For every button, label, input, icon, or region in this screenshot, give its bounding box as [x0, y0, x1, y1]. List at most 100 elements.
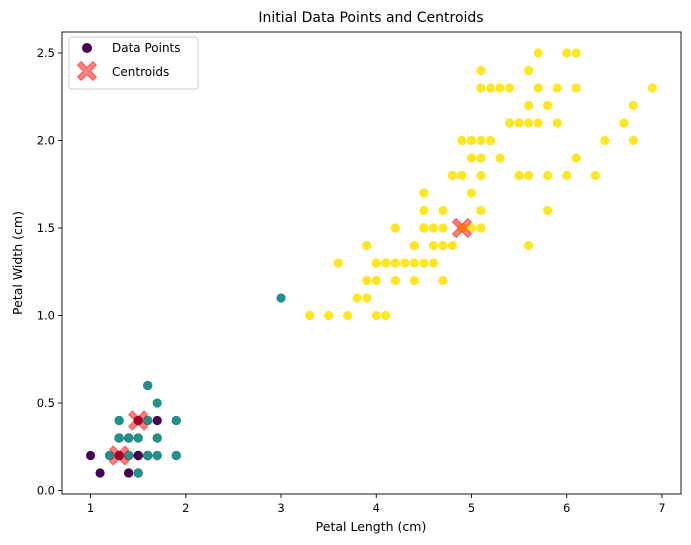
data-point: [381, 258, 391, 268]
data-point: [362, 293, 372, 303]
data-point: [533, 48, 543, 58]
data-point: [485, 135, 496, 146]
data-point: [571, 153, 581, 163]
data-point: [371, 275, 381, 286]
data-point: [476, 170, 486, 181]
data-point: [562, 48, 572, 58]
data-point: [428, 223, 438, 233]
data-point: [438, 275, 448, 286]
centroids-layer: [108, 217, 473, 466]
x-tick-label: 2: [182, 501, 189, 515]
data-point: [105, 450, 115, 461]
data-point: [133, 433, 143, 443]
data-point: [152, 450, 162, 461]
legend-box: [68, 36, 199, 90]
data-point: [543, 100, 553, 111]
data-point: [533, 118, 543, 128]
data-point: [628, 100, 638, 111]
x-axis-ticks: 1 2 3 4 5 6 7: [87, 494, 666, 515]
data-point: [495, 153, 505, 163]
data-point: [362, 240, 372, 251]
data-point: [600, 135, 610, 146]
data-point: [447, 170, 458, 181]
legend: Data Points Centroids: [68, 36, 199, 90]
data-point: [476, 83, 486, 93]
data-point: [419, 188, 429, 198]
data-point: [114, 433, 124, 443]
data-point: [143, 380, 153, 391]
data-point: [524, 170, 534, 181]
data-point: [419, 205, 429, 216]
plot-frame: [61, 31, 682, 495]
data-point: [352, 293, 362, 303]
data-point: [409, 258, 419, 268]
y-tick-label: 1.0: [37, 309, 55, 323]
x-tick-label: 3: [277, 501, 284, 515]
data-point: [152, 415, 162, 426]
data-point: [552, 118, 562, 128]
data-point: [647, 83, 658, 93]
data-point: [114, 415, 124, 426]
data-point: [514, 118, 524, 128]
data-point: [590, 170, 600, 181]
data-point: [447, 240, 458, 251]
data-point: [457, 135, 467, 146]
data-point: [466, 153, 477, 163]
data-point: [133, 450, 143, 461]
data-point: [171, 415, 181, 426]
data-point: [95, 468, 105, 478]
data-point: [504, 118, 515, 128]
data-point: [371, 310, 381, 321]
data-point: [562, 170, 572, 181]
data-point: [466, 223, 477, 233]
data-point: [419, 223, 429, 233]
data-point: [85, 450, 96, 461]
data-point: [524, 240, 534, 251]
data-point: [419, 258, 429, 268]
x-axis-label: Petal Length (cm): [316, 519, 427, 534]
legend-centroids-marker: [76, 60, 98, 82]
data-point: [476, 223, 486, 233]
y-tick-label: 0.0: [37, 484, 55, 498]
data-point: [543, 170, 553, 181]
data-point: [362, 275, 372, 286]
legend-centroids-label: Centroids: [112, 65, 169, 79]
y-tick-label: 2.0: [37, 134, 55, 148]
data-point: [305, 310, 315, 321]
data-point: [476, 135, 486, 146]
data-point: [390, 275, 400, 286]
y-tick-label: 0.5: [37, 396, 55, 410]
data-point: [124, 468, 134, 478]
data-point: [485, 83, 496, 93]
x-tick-label: 4: [373, 501, 380, 515]
data-point: [628, 135, 638, 146]
data-point: [476, 205, 486, 216]
data-point: [152, 433, 162, 443]
data-point: [476, 153, 486, 163]
x-tick-label: 5: [468, 501, 475, 515]
legend-data-points-label: Data Points: [112, 41, 181, 55]
data-point: [371, 258, 381, 268]
data-point: [143, 415, 153, 426]
data-point: [324, 310, 334, 321]
data-point: [457, 170, 467, 181]
data-point: [152, 398, 162, 408]
data-point: [466, 135, 477, 146]
data-point: [438, 240, 448, 251]
data-point: [171, 450, 181, 461]
data-point: [343, 310, 353, 321]
data-point: [438, 223, 448, 233]
data-point: [143, 450, 153, 461]
legend-data-points-marker: [82, 43, 92, 53]
data-point: [552, 83, 562, 93]
data-point: [124, 433, 134, 443]
x-tick-label: 6: [563, 501, 570, 515]
data-point: [495, 83, 505, 93]
data-point: [514, 170, 524, 181]
y-axis-label: Petal Width (cm): [10, 211, 25, 315]
data-point: [504, 83, 515, 93]
data-point: [524, 118, 534, 128]
data-point: [466, 188, 477, 198]
data-point: [619, 118, 629, 128]
data-point: [333, 258, 343, 268]
